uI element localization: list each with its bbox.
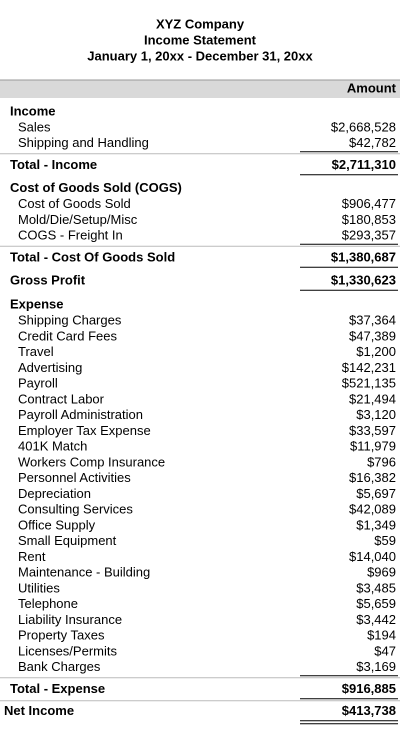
line-item-label: Travel (18, 344, 54, 359)
total-label: Gross Profit (10, 273, 86, 288)
line-item-amount: $33,597 (349, 423, 396, 438)
line-item-amount: $796 (367, 454, 396, 469)
period: January 1, 20xx - December 31, 20xx (87, 48, 313, 63)
line-item-label: Depreciation (18, 486, 91, 501)
company: XYZ Company (156, 16, 245, 31)
line-item-label: Licenses/Permits (18, 643, 117, 658)
line-item-amount: $3,169 (356, 659, 396, 674)
total-label: Total - Expense (10, 681, 105, 696)
line-item-label: Payroll Administration (18, 407, 143, 422)
line-item-amount: $3,442 (356, 612, 396, 627)
line-item-label: 401K Match (18, 439, 87, 454)
line-item-label: Contract Labor (18, 391, 105, 406)
section-heading: Cost of Goods Sold (COGS) (10, 180, 182, 195)
line-item-label: Property Taxes (18, 628, 105, 643)
line-item-label: Employer Tax Expense (18, 423, 151, 438)
line-item-label: Bank Charges (18, 659, 101, 674)
line-item-amount: $47 (374, 643, 396, 658)
line-item-label: Office Supply (18, 517, 96, 532)
line-item-amount: $969 (367, 565, 396, 580)
line-item-amount: $142,231 (342, 360, 396, 375)
total-label: Total - Income (10, 157, 97, 172)
total-label: Total - Cost Of Goods Sold (10, 250, 175, 265)
line-item-amount: $2,668,528 (331, 119, 396, 134)
line-item-amount: $3,120 (356, 407, 396, 422)
statement-title: Income Statement (144, 32, 257, 47)
line-item-label: Cost of Goods Sold (18, 196, 131, 211)
total-amount: $1,380,687 (331, 250, 396, 265)
line-item-amount: $1,349 (356, 517, 396, 532)
line-item-amount: $21,494 (349, 391, 396, 406)
line-item-amount: $5,697 (356, 486, 396, 501)
line-item-label: Utilities (18, 580, 60, 595)
line-item-label: Liability Insurance (18, 612, 122, 627)
line-item-amount: $11,979 (350, 439, 396, 454)
line-item-amount: $59 (374, 533, 396, 548)
line-item-label: Personnel Activities (18, 470, 131, 485)
line-item-amount: $37,364 (349, 313, 396, 328)
section-heading: Expense (10, 297, 63, 312)
line-item-amount: $521,135 (342, 376, 396, 391)
line-item-label: Maintenance - Building (18, 565, 150, 580)
section-heading: Income (10, 103, 56, 118)
column-header-bar (0, 80, 400, 98)
line-item-label: Workers Comp Insurance (18, 454, 165, 469)
line-item-label: Shipping Charges (18, 313, 122, 328)
line-item-label: Small Equipment (18, 533, 117, 548)
line-item-label: Advertising (18, 360, 82, 375)
line-item-label: Consulting Services (18, 502, 133, 517)
line-item-label: Sales (18, 119, 51, 134)
total-amount: $916,885 (342, 681, 396, 696)
line-item-amount: $906,477 (342, 196, 396, 211)
line-item-amount: $14,040 (349, 549, 396, 564)
total-amount: $2,711,310 (332, 157, 396, 172)
line-item-label: Mold/Die/Setup/Misc (18, 212, 138, 227)
line-item-amount: $5,659 (356, 596, 396, 611)
column-header: Amount (347, 80, 397, 95)
line-item-amount: $1,200 (356, 344, 396, 359)
line-item-amount: $3,485 (356, 580, 396, 595)
line-item-amount: $42,089 (349, 502, 396, 517)
line-item-amount: $47,389 (349, 328, 396, 343)
line-item-amount: $180,853 (342, 212, 396, 227)
line-item-amount: $293,357 (342, 228, 396, 243)
line-item-label: Credit Card Fees (18, 328, 117, 343)
line-item-label: Shipping and Handling (18, 135, 149, 150)
line-item-amount: $194 (367, 628, 396, 643)
line-item-amount: $42,782 (349, 135, 396, 150)
line-item-amount: $16,382 (349, 470, 396, 485)
net-income-amount: $413,738 (342, 703, 396, 718)
line-item-label: Rent (18, 549, 46, 564)
net-income-label: Net Income (4, 703, 74, 718)
line-item-label: Payroll (18, 376, 58, 391)
total-amount: $1,330,623 (331, 273, 396, 288)
line-item-label: COGS - Freight In (18, 228, 123, 243)
line-item-label: Telephone (18, 596, 78, 611)
